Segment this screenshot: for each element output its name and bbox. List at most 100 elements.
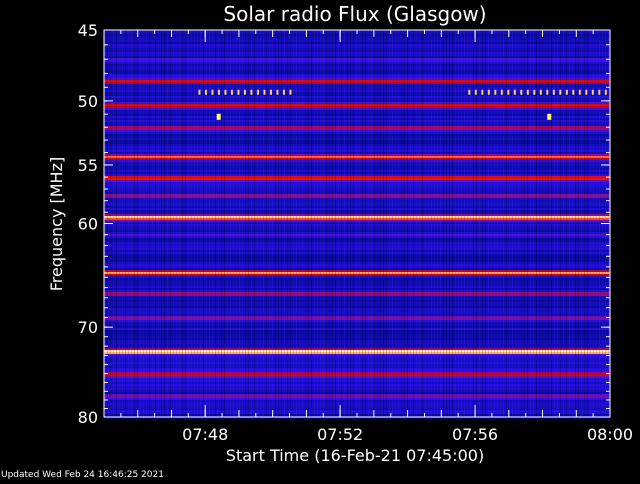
interference-dash	[468, 89, 471, 95]
texture-streak	[239, 30, 240, 417]
spectrogram-row	[104, 324, 610, 327]
spectrogram-row	[104, 292, 610, 295]
texture-streak	[425, 30, 426, 417]
y-tick-label: 50	[78, 92, 98, 111]
spectrogram-row	[104, 284, 610, 287]
spectrogram-row	[104, 390, 610, 393]
spectrogram-row	[104, 336, 610, 339]
spectrogram-row	[104, 350, 610, 353]
texture-streak	[557, 30, 558, 417]
texture-streak	[449, 30, 450, 417]
texture-streak	[341, 30, 342, 417]
spectrogram-row	[104, 276, 610, 279]
texture-streak	[350, 30, 351, 417]
texture-streak	[428, 30, 429, 417]
texture-streak	[137, 30, 138, 417]
spectrogram-row	[104, 340, 610, 343]
interference-dash	[520, 89, 523, 95]
spectrogram-row	[104, 230, 610, 233]
interference-dash	[198, 89, 201, 95]
spectrogram-row	[104, 222, 610, 225]
spectrogram-row	[104, 240, 610, 243]
x-tick-label: 07:48	[182, 425, 228, 444]
texture-streak	[317, 30, 318, 417]
spectrogram-row	[104, 196, 610, 199]
spectrogram-row	[104, 38, 610, 41]
spectrogram-row	[104, 72, 610, 75]
texture-streak	[377, 30, 378, 417]
interference-dash	[269, 89, 272, 95]
spectrogram-row	[104, 366, 610, 369]
spectrogram-row	[104, 306, 610, 309]
spectrogram-row	[104, 102, 610, 105]
texture-streak	[467, 30, 468, 417]
spectrogram-row	[104, 352, 610, 355]
texture-streak	[524, 30, 525, 417]
interference-dash	[552, 89, 555, 95]
x-tick-label: 07:56	[452, 425, 498, 444]
texture-streak	[281, 30, 282, 417]
spectrogram-row	[104, 330, 610, 333]
spectrogram-row	[104, 78, 610, 81]
chart-title: Solar radio Flux (Glasgow)	[223, 2, 486, 26]
texture-streak	[590, 30, 591, 417]
spectrogram-row	[104, 410, 610, 413]
spectrogram-row	[104, 42, 610, 45]
spectrogram-row	[104, 216, 610, 219]
spectrogram-row	[104, 178, 610, 181]
spectrogram-row	[104, 356, 610, 359]
texture-streak	[302, 30, 303, 417]
y-tick-label: 55	[78, 156, 98, 175]
interference-dash	[591, 89, 594, 95]
y-tick-label: 60	[78, 215, 98, 234]
spectrogram-row	[104, 404, 610, 407]
spectrogram-row	[104, 82, 610, 85]
texture-streak	[539, 30, 540, 417]
texture-streak	[335, 30, 336, 417]
spectrogram-row	[104, 190, 610, 193]
texture-streak	[596, 30, 597, 417]
x-tick-label: 08:00	[587, 425, 633, 444]
spectrogram-row	[104, 296, 610, 299]
texture-streak	[359, 30, 360, 417]
spectrogram-row	[104, 372, 610, 375]
texture-streak	[305, 30, 306, 417]
texture-streak	[194, 30, 195, 417]
texture-streak	[332, 30, 333, 417]
texture-streak	[506, 30, 507, 417]
spectrogram-row	[104, 192, 610, 195]
spectrogram-row	[104, 36, 610, 39]
texture-streak	[149, 30, 150, 417]
spectrogram-rows	[104, 30, 610, 419]
texture-streak	[566, 30, 567, 417]
texture-streak	[299, 30, 300, 417]
interference-dash	[250, 89, 253, 95]
texture-streak	[479, 30, 480, 417]
texture-streak	[191, 30, 192, 417]
texture-streak	[146, 30, 147, 417]
spectrogram-row	[104, 50, 610, 53]
spectrogram-row	[104, 232, 610, 235]
texture-streak	[164, 30, 165, 417]
spectrogram-row	[104, 80, 610, 83]
spectrogram-row	[104, 254, 610, 257]
spectrogram-row	[104, 386, 610, 389]
texture-streak	[569, 30, 570, 417]
texture-streak	[455, 30, 456, 417]
spectrogram-row	[104, 394, 610, 397]
spectrogram-row	[104, 214, 610, 217]
texture-streak	[521, 30, 522, 417]
spectrogram-row	[104, 252, 610, 255]
spectrogram-row	[104, 248, 610, 251]
spectrogram-row	[104, 210, 610, 213]
x-axis-label: Start Time (16-Feb-21 07:45:00)	[226, 446, 484, 465]
spectrogram-row	[104, 378, 610, 381]
y-tick-label: 70	[78, 318, 98, 337]
texture-streak	[356, 30, 357, 417]
texture-streak	[248, 30, 249, 417]
spectrogram-row	[104, 360, 610, 363]
spectrogram-row	[104, 246, 610, 249]
texture-streak	[161, 30, 162, 417]
interference-dash	[585, 89, 588, 95]
